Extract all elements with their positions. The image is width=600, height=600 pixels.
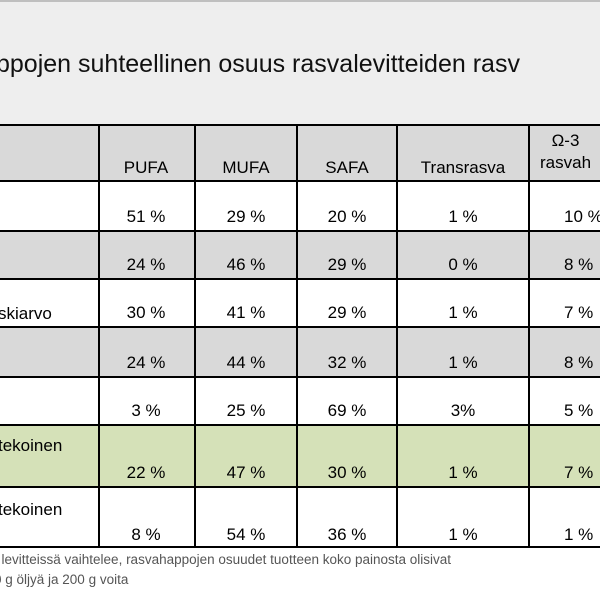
table-bottom-rule <box>0 546 600 548</box>
table-cell: 44 % <box>196 328 298 376</box>
table-cell: 29 % <box>298 280 398 326</box>
row-label-cell: skiarvo <box>0 280 100 326</box>
row-label-cell <box>0 378 100 424</box>
table-cell: 29 % <box>196 182 298 230</box>
title-bar: ppojen suhteellinen osuus rasvalevitteid… <box>0 0 600 124</box>
table-cell: 3% <box>398 378 530 424</box>
table-header-row: PUFA MUFA SAFA Transrasva Ω-3 rasvah <box>0 124 600 180</box>
row-label-cell <box>0 232 100 278</box>
table-cell: 1 % <box>398 488 530 548</box>
table-cell: 20 % <box>298 182 398 230</box>
table-cell: 51 % <box>98 182 196 230</box>
header-pufa: PUFA <box>98 126 196 180</box>
table-row: tekoinen 8 % 54 % 36 % 1 % 1 % <box>0 486 600 548</box>
row-label-cell: tekoinen <box>0 426 100 486</box>
table-cell: 1 % <box>398 426 530 486</box>
table-cell: 1 % <box>564 525 594 544</box>
table-cell: 7 % <box>564 303 594 322</box>
footnote-line-1: ı levitteissä vaihtelee, rasvahappojen o… <box>0 552 452 567</box>
table-cell: 1 % <box>398 280 530 326</box>
table-cell: 1 % <box>398 182 530 230</box>
header-row-label-cell <box>0 126 100 180</box>
table-cell: 3 % <box>98 378 196 424</box>
table-cell: 8 % <box>98 488 196 548</box>
table-cell: 32 % <box>298 328 398 376</box>
table-row: 51 % 29 % 20 % 1 % 10 % <box>0 180 600 230</box>
table-cell: 10 % <box>564 207 600 226</box>
table-cell: 46 % <box>196 232 298 278</box>
header-safa: SAFA <box>298 126 398 180</box>
table-cell: 69 % <box>298 378 398 424</box>
fatty-acid-table: PUFA MUFA SAFA Transrasva Ω-3 rasvah <box>0 124 600 548</box>
table-cell: 8 % <box>564 353 594 372</box>
header-transrasva: Transrasva <box>398 126 530 180</box>
header-omega3: Ω-3 rasvah <box>530 126 600 180</box>
row-label-cell: tekoinen <box>0 488 100 548</box>
table-cell: 36 % <box>298 488 398 548</box>
table-cell: 24 % <box>98 328 196 376</box>
footnote: ı levitteissä vaihtelee, rasvahappojen o… <box>0 550 451 590</box>
table-row: 24 % 44 % 32 % 1 % 8 % <box>0 326 600 376</box>
table-row: 3 % 25 % 69 % 3% 5 % <box>0 376 600 424</box>
table-cell: 47 % <box>196 426 298 486</box>
header-mufa: MUFA <box>196 126 298 180</box>
table-cell: 29 % <box>298 232 398 278</box>
header-omega3-line2: rasvah <box>540 153 592 172</box>
table-cell: 0 % <box>398 232 530 278</box>
row-label-cell <box>0 182 100 230</box>
table-cell: 41 % <box>196 280 298 326</box>
footnote-line-2: 0 g öljyä ja 200 g voita <box>0 572 129 587</box>
table-row-highlighted: tekoinen 22 % 47 % 30 % 1 % 7 % <box>0 424 600 486</box>
table-cell: 54 % <box>196 488 298 548</box>
table-cell: 8 % <box>564 255 594 274</box>
table-cell: 1 % <box>398 328 530 376</box>
table-cell: 30 % <box>298 426 398 486</box>
table-row: skiarvo 30 % 41 % 29 % 1 % 7 % <box>0 278 600 326</box>
table-cell: 22 % <box>98 426 196 486</box>
row-label-cell <box>0 328 100 376</box>
table-row: 24 % 46 % 29 % 0 % 8 % <box>0 230 600 278</box>
table-cell: 5 % <box>564 401 594 420</box>
table-cell: 24 % <box>98 232 196 278</box>
slide-title: ppojen suhteellinen osuus rasvalevitteid… <box>0 50 520 78</box>
header-omega3-line1: Ω-3 <box>551 131 580 150</box>
table-cell: 25 % <box>196 378 298 424</box>
table-cell: 7 % <box>564 463 594 482</box>
table-cell: 30 % <box>98 280 196 326</box>
